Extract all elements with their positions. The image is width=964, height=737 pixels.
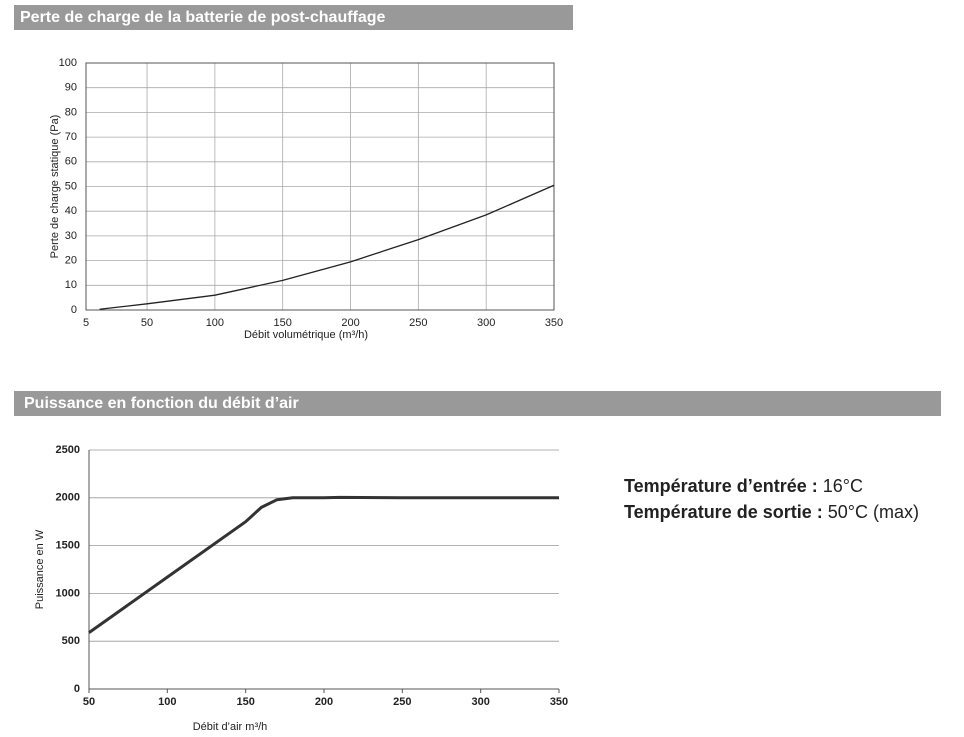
x-tick-label: 150 [236, 696, 254, 708]
x-tick-label: 200 [315, 696, 333, 708]
y-tick-label: 500 [62, 635, 80, 647]
data-line [88, 495, 559, 634]
header-bar [14, 5, 573, 30]
y-tick-label: 30 [65, 230, 77, 242]
y-tick-label: 60 [65, 156, 77, 168]
y-tick-label: 0 [74, 683, 80, 695]
header-bar [14, 391, 941, 416]
y-tick-label: 2000 [56, 492, 80, 504]
y-tick-label: 50 [65, 180, 77, 192]
plot-frame [85, 62, 555, 311]
x-tick-label: 300 [477, 317, 495, 329]
side-note: Température de sortie : 50°C (max) [624, 502, 919, 522]
x-tick-label: 350 [545, 317, 563, 329]
note-value: 50°C (max) [828, 502, 919, 522]
note-value: 16°C [823, 476, 863, 496]
x-tick-label: 250 [409, 317, 427, 329]
chart-title: Perte de charge de la batterie de post-c… [20, 9, 386, 26]
y-tick-label: 100 [59, 57, 77, 69]
y-tick-label: 1000 [56, 587, 80, 599]
y-tick-label: 40 [65, 205, 77, 217]
x-axis-label: Débit volumétrique (m³/h) [244, 329, 368, 341]
note-label: Température d’entrée : [624, 476, 818, 496]
x-tick-label: 350 [550, 696, 568, 708]
chart-title: Puissance en fonction du débit d’air [24, 395, 299, 412]
y-tick-label: 10 [65, 279, 77, 291]
x-tick-label: 100 [206, 317, 224, 329]
y-tick-label: 1500 [56, 540, 80, 552]
y-tick-label: 2500 [56, 444, 80, 456]
x-tick-label: 50 [83, 696, 95, 708]
x-axis-label: Débit d’air m³/h [193, 721, 268, 733]
x-tick-label: 150 [274, 317, 292, 329]
y-tick-label: 20 [65, 255, 77, 267]
x-tick-label: 50 [141, 317, 153, 329]
side-note: Température d’entrée : 16°C [624, 476, 863, 496]
y-axis-label: Perte de charge statique (Pa) [49, 115, 61, 259]
note-label: Température de sortie : [624, 502, 823, 522]
x-tick-label: 250 [393, 696, 411, 708]
x-tick-label: 5 [83, 317, 89, 329]
y-tick-label: 0 [71, 304, 77, 316]
y-axis-label: Puissance en W [34, 529, 46, 609]
y-tick-label: 70 [65, 131, 77, 143]
y-tick-label: 80 [65, 106, 77, 118]
y-tick-label: 90 [65, 82, 77, 94]
x-tick-label: 300 [471, 696, 489, 708]
x-tick-label: 100 [158, 696, 176, 708]
data-line [99, 184, 555, 310]
x-tick-label: 200 [341, 317, 359, 329]
